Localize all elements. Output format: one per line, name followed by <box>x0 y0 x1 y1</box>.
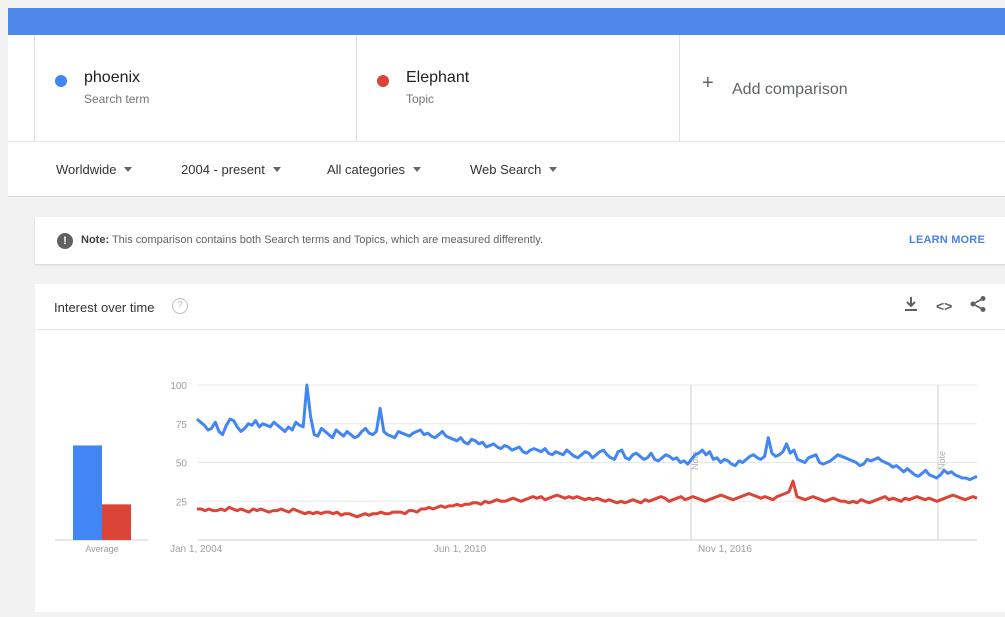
exclamation-icon: ! <box>57 233 73 249</box>
y-tick-label: 75 <box>176 420 188 431</box>
time-range-value: 2004 - present <box>181 162 265 177</box>
average-bar-elephant[interactable] <box>102 504 131 540</box>
category-dropdown[interactable]: All categories <box>327 162 422 177</box>
note-text: Note: This comparison contains both Sear… <box>81 234 543 246</box>
y-tick-label: 50 <box>176 459 188 470</box>
average-bar-phoenix[interactable] <box>73 445 102 540</box>
download-icon[interactable] <box>904 296 918 316</box>
filter-bar: Worldwide 2004 - present All categories … <box>8 141 1005 197</box>
series-line-phoenix[interactable] <box>196 383 978 482</box>
caret-down-icon <box>124 167 133 173</box>
search-type-dropdown[interactable]: Web Search <box>470 162 558 177</box>
average-label: Average <box>85 544 118 554</box>
add-comparison-label: Add comparison <box>732 81 848 98</box>
add-comparison-button[interactable]: + Add comparison <box>680 35 1005 141</box>
x-axis-labels: Jan 1, 2004 Jun 1, 2010 Nov 1, 2016 <box>170 544 752 555</box>
chart-lines <box>196 383 978 519</box>
top-bar <box>8 8 1005 35</box>
interest-over-time-card: Interest over time ? <> Average 100 75 50 2… <box>35 284 1005 612</box>
x-tick-label: Nov 1, 2016 <box>698 544 752 555</box>
series-dot-icon <box>377 75 389 87</box>
question-icon[interactable]: ? <box>172 298 188 314</box>
average-chart: Average <box>55 445 148 554</box>
time-range-dropdown[interactable]: 2004 - present <box>181 162 281 177</box>
note-marker-label[interactable]: Note <box>937 451 947 470</box>
x-tick-label: Jun 1, 2010 <box>434 544 487 555</box>
embed-icon[interactable]: <> <box>936 298 953 314</box>
note-message: This comparison contains both Search ter… <box>109 234 544 246</box>
x-tick-label: Jan 1, 2004 <box>170 544 223 555</box>
share-icon[interactable] <box>970 296 986 316</box>
term-card-elephant[interactable]: Elephant Topic <box>357 35 680 141</box>
plus-icon: + <box>702 72 714 94</box>
card-title: Interest over time <box>54 300 155 315</box>
region-value: Worldwide <box>56 162 117 177</box>
caret-down-icon <box>413 167 422 173</box>
term-name: Elephant <box>406 69 470 86</box>
note-label: Note: <box>81 234 110 246</box>
term-type: Search term <box>84 92 150 106</box>
y-tick-label: 25 <box>176 497 188 508</box>
caret-down-icon <box>549 167 558 173</box>
interest-chart: Average 100 75 50 25 Note Note Jan 1, 2004 Jun… <box>55 381 978 555</box>
search-type-value: Web Search <box>470 162 542 177</box>
note-marker-label[interactable]: Note <box>690 451 700 470</box>
region-dropdown[interactable]: Worldwide <box>56 162 133 177</box>
term-name: phoenix <box>84 69 141 86</box>
category-value: All categories <box>327 162 406 177</box>
y-tick-label: 100 <box>170 381 187 392</box>
note-banner: ! Note: This comparison contains both Se… <box>35 217 1005 264</box>
chart-grid: 100 75 50 25 Note Note <box>170 381 977 541</box>
caret-down-icon <box>272 167 281 173</box>
term-type: Topic <box>406 92 435 106</box>
learn-more-link[interactable]: LEARN MORE <box>909 234 985 246</box>
series-line-elephant[interactable] <box>197 479 978 519</box>
card-header: Interest over time ? <> <box>35 284 1005 330</box>
term-card-phoenix[interactable]: phoenix Search term <box>34 35 357 141</box>
series-dot-icon <box>55 75 67 87</box>
comparison-terms: phoenix Search term Elephant Topic + Add… <box>8 35 1005 141</box>
